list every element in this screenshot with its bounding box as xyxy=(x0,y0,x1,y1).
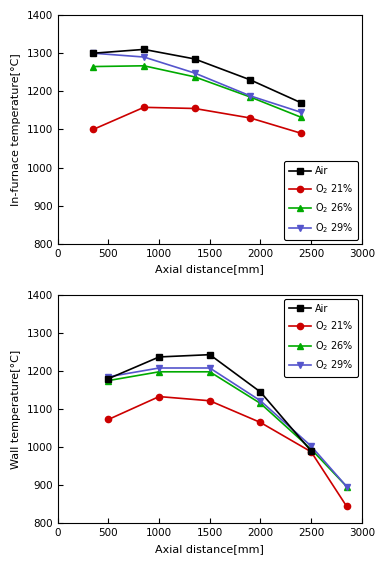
Air xyxy=(248,76,253,83)
O$_2$ 21% xyxy=(248,115,253,121)
O$_2$ 26% xyxy=(157,368,161,375)
Air xyxy=(91,50,96,57)
Y-axis label: Wall temperature[°C]: Wall temperature[°C] xyxy=(11,350,21,469)
O$_2$ 26% xyxy=(91,63,96,70)
O$_2$ 26% xyxy=(299,114,303,120)
O$_2$ 21% xyxy=(344,503,349,510)
O$_2$ 21% xyxy=(309,449,313,455)
O$_2$ 26% xyxy=(248,94,253,101)
O$_2$ 21% xyxy=(157,393,161,400)
O$_2$ 26% xyxy=(106,377,111,384)
Line: O$_2$ 26%: O$_2$ 26% xyxy=(90,63,304,120)
O$_2$ 21% xyxy=(258,419,263,426)
Air xyxy=(299,99,303,106)
O$_2$ 29% xyxy=(309,443,313,450)
O$_2$ 29% xyxy=(248,93,253,99)
O$_2$ 21% xyxy=(192,105,197,112)
O$_2$ 29% xyxy=(91,50,96,57)
O$_2$ 21% xyxy=(106,416,111,423)
O$_2$ 21% xyxy=(299,130,303,137)
Line: O$_2$ 29%: O$_2$ 29% xyxy=(90,50,304,115)
O$_2$ 26% xyxy=(192,73,197,80)
O$_2$ 26% xyxy=(208,368,212,375)
Air xyxy=(208,351,212,358)
Legend: Air, O$_2$ 21%, O$_2$ 26%, O$_2$ 29%: Air, O$_2$ 21%, O$_2$ 26%, O$_2$ 29% xyxy=(284,299,358,377)
Legend: Air, O$_2$ 21%, O$_2$ 26%, O$_2$ 29%: Air, O$_2$ 21%, O$_2$ 26%, O$_2$ 29% xyxy=(284,161,358,240)
Air xyxy=(258,389,263,396)
O$_2$ 29% xyxy=(258,397,263,404)
O$_2$ 26% xyxy=(142,62,146,69)
O$_2$ 29% xyxy=(106,373,111,380)
O$_2$ 29% xyxy=(208,364,212,371)
X-axis label: Axial distance[mm]: Axial distance[mm] xyxy=(155,264,264,274)
Air xyxy=(142,46,146,53)
Line: O$_2$ 21%: O$_2$ 21% xyxy=(105,393,350,510)
O$_2$ 26% xyxy=(258,400,263,407)
Line: O$_2$ 21%: O$_2$ 21% xyxy=(90,104,304,136)
O$_2$ 21% xyxy=(208,397,212,404)
Air xyxy=(157,354,161,360)
Y-axis label: In-furnace temperature[°C]: In-furnace temperature[°C] xyxy=(11,53,21,206)
O$_2$ 29% xyxy=(142,54,146,60)
O$_2$ 26% xyxy=(344,483,349,490)
O$_2$ 29% xyxy=(344,483,349,490)
O$_2$ 29% xyxy=(157,364,161,371)
X-axis label: Axial distance[mm]: Axial distance[mm] xyxy=(155,544,264,554)
O$_2$ 26% xyxy=(309,446,313,453)
O$_2$ 21% xyxy=(91,126,96,133)
Line: O$_2$ 26%: O$_2$ 26% xyxy=(105,369,350,490)
Line: Air: Air xyxy=(105,351,314,454)
O$_2$ 29% xyxy=(192,69,197,76)
O$_2$ 21% xyxy=(142,104,146,111)
Air xyxy=(309,447,313,454)
Air xyxy=(192,55,197,62)
Line: Air: Air xyxy=(90,46,304,106)
Air xyxy=(106,375,111,382)
O$_2$ 29% xyxy=(299,109,303,116)
Line: O$_2$ 29%: O$_2$ 29% xyxy=(105,365,350,490)
